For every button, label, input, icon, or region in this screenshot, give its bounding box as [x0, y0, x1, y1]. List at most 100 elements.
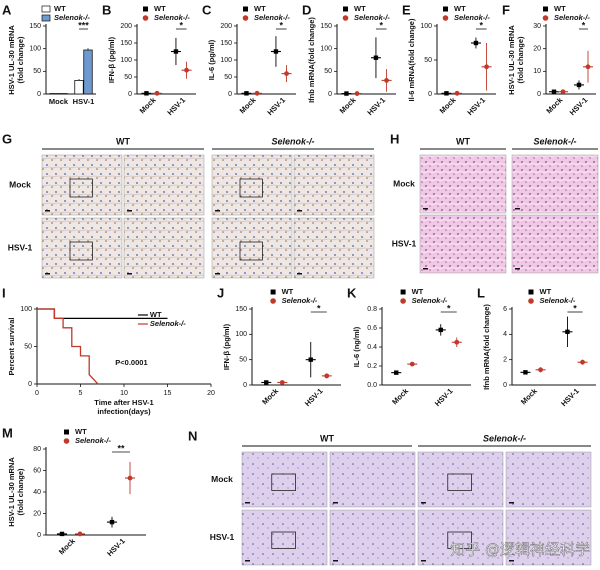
legend-label: WT	[554, 4, 566, 13]
data-point	[144, 91, 149, 96]
data-point	[585, 64, 591, 70]
y-tick-label: 50	[224, 74, 232, 81]
y-axis-label: (fold change)	[16, 468, 25, 516]
y-tick-label: 0.2	[367, 363, 377, 370]
legend-label: Selenok-/-	[354, 13, 390, 22]
zoom-box	[69, 241, 93, 261]
x-tick-label: HSV-1	[365, 95, 387, 117]
y-axis-label: (fold change)	[516, 36, 525, 84]
significance: **	[117, 443, 125, 453]
data-point	[344, 91, 349, 96]
legend-swatch	[528, 298, 534, 304]
x-tick-label: HSV-1	[165, 95, 187, 117]
survival-line	[37, 308, 168, 320]
significance: *	[317, 303, 321, 313]
x-tick-label: HSV-1	[433, 386, 455, 408]
x-tick-label: Mock	[438, 95, 459, 116]
legend-label: Selenok-/-	[150, 319, 186, 328]
panel-label: I	[2, 285, 6, 300]
legend-swatch	[242, 15, 249, 21]
panel-label: K	[347, 285, 357, 300]
y-tick-label: 50	[424, 57, 432, 64]
y-tick-label: 80	[33, 446, 41, 453]
data-point	[484, 64, 489, 70]
data-point	[109, 519, 115, 525]
legend-label: Selenok-/-	[54, 13, 90, 22]
data-point	[254, 90, 260, 96]
x-tick-label: HSV-1	[303, 386, 325, 408]
micrograph	[293, 154, 375, 216]
x-tick-label: HSV-1	[559, 386, 581, 408]
y-tick-label: 0	[537, 91, 541, 98]
x-tick-label: 0	[35, 390, 39, 397]
scale-bar	[333, 502, 338, 504]
scale-bar	[215, 210, 220, 212]
zoom-box	[239, 241, 263, 261]
y-tick-label: 150	[29, 23, 41, 30]
legend-label: Selenok-/-	[412, 296, 448, 305]
scale-bar	[509, 560, 514, 562]
y-axis-label: HSV-1 UL-30 mRNA	[7, 25, 16, 95]
y-tick-label: 0	[328, 91, 332, 98]
data-point	[154, 90, 160, 96]
micrograph	[241, 451, 328, 508]
scale-bar	[45, 273, 50, 275]
micrograph	[123, 217, 205, 279]
y-axis-label: Percent survival	[7, 318, 16, 376]
scale-bar	[297, 273, 302, 275]
panel-label: J	[217, 285, 224, 300]
x-tick-label: Mock	[57, 536, 78, 557]
zoom-box	[271, 473, 296, 491]
y-tick-label: 0	[28, 381, 32, 388]
significance: *	[379, 20, 383, 30]
y-tick-label: 200	[120, 23, 132, 30]
legend-label: WT	[75, 427, 87, 436]
scale-bar	[297, 210, 302, 212]
panel-label: E	[402, 2, 411, 17]
survival-line	[37, 308, 99, 385]
scale-bar	[515, 268, 520, 270]
data-point	[184, 67, 189, 73]
x-tick-label: Mock	[238, 95, 259, 116]
legend-label: Selenok-/-	[540, 296, 576, 305]
y-tick-label: 150	[320, 23, 332, 30]
y-tick-label: 0.8	[367, 306, 377, 313]
scale-bar	[127, 210, 132, 212]
x-tick-label: 15	[164, 390, 172, 397]
row-label: HSV-1	[8, 242, 33, 252]
legend-label: WT	[282, 287, 294, 296]
annotation: P<0.0001	[115, 358, 147, 367]
data-point	[384, 78, 389, 83]
y-tick-label: 2	[503, 357, 507, 364]
zoom-box	[239, 178, 263, 198]
x-tick-label: Mock	[519, 386, 540, 407]
scale-bar	[127, 273, 132, 275]
data-point	[576, 82, 582, 88]
legend-swatch	[542, 15, 549, 21]
micrograph	[511, 214, 599, 274]
data-point	[279, 380, 285, 385]
column-header: WT	[320, 433, 334, 443]
y-tick-label: 150	[120, 40, 132, 47]
column-header: Selenok-/-	[271, 136, 314, 146]
legend-swatch	[41, 14, 51, 22]
legend-label: WT	[454, 4, 466, 13]
legend-swatch	[442, 15, 449, 21]
data-point	[354, 91, 360, 96]
y-tick-label: 0	[37, 91, 41, 98]
panel-label: A	[2, 2, 12, 17]
legend-swatch	[41, 5, 51, 13]
data-point	[538, 367, 543, 373]
scale-bar	[515, 208, 520, 210]
legend-label: Selenok-/-	[554, 13, 590, 22]
y-axis-label: HSV-1 UL-30 mRNA	[7, 457, 16, 527]
legend-label: WT	[540, 287, 552, 296]
data-point	[580, 359, 585, 365]
y-axis-label: Ifnb mRNA(fold change)	[482, 304, 491, 390]
x-tick-label: HSV-1	[105, 536, 127, 558]
x-tick-label: Mock	[338, 95, 359, 116]
data-point	[77, 531, 83, 537]
y-tick-label: 30	[533, 23, 541, 30]
scale-bar	[245, 502, 250, 504]
